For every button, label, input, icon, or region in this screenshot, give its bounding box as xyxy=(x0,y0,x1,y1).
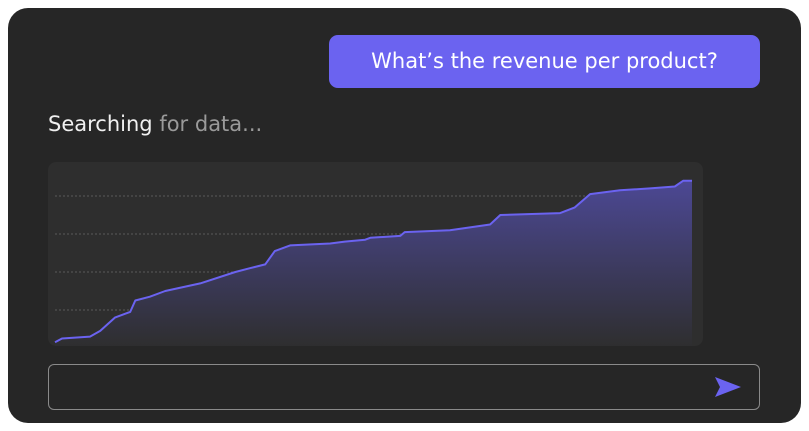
chart-card xyxy=(48,162,703,348)
chat-input[interactable] xyxy=(48,364,760,410)
send-button[interactable] xyxy=(712,374,744,400)
status-lead: Searching xyxy=(48,112,153,136)
status-text: Searching for data... xyxy=(48,112,262,136)
area-fill xyxy=(55,180,692,348)
line xyxy=(54,179,692,344)
user-message: What’s the revenue per product? xyxy=(329,35,760,88)
status-rest: for data... xyxy=(159,112,263,136)
chart xyxy=(54,179,692,348)
